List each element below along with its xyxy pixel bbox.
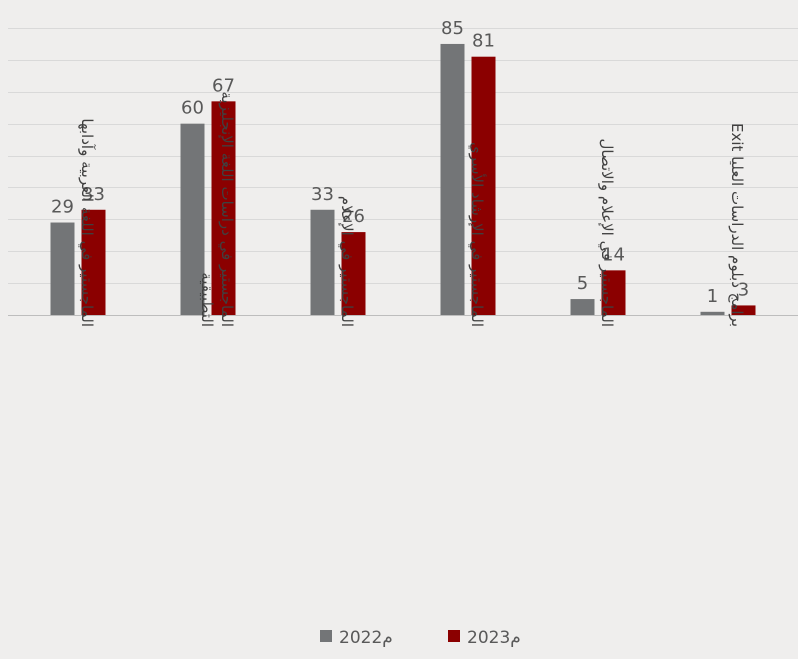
category-label-line: برامج دبلوم الدراسات العليا Exit bbox=[728, 123, 746, 327]
category-label-line: الماجستير في الإرشاد الأسري bbox=[467, 142, 487, 327]
data-label: 85 bbox=[441, 18, 464, 39]
data-label: 5 bbox=[577, 273, 588, 294]
gridlines bbox=[8, 28, 798, 316]
legend-swatch bbox=[448, 630, 460, 642]
legend-swatch bbox=[320, 630, 332, 642]
category-label: الماجستير في الإعلام والاتصال bbox=[597, 139, 616, 327]
category-label-line: الماجستير في دراسات اللغة الإنجليزية bbox=[217, 91, 236, 327]
data-label: 1 bbox=[707, 286, 718, 307]
category-label: الماجستير في الإعلام bbox=[337, 196, 356, 327]
data-label: 67 bbox=[212, 75, 235, 96]
category-label: الماجستير في دراسات اللغة الإنجليزيةالتط… bbox=[198, 91, 236, 327]
bar-series2 bbox=[731, 305, 756, 315]
data-label: 81 bbox=[472, 31, 495, 52]
category-labels: الماجستير في اللغة العربية وآدابها الماجس… bbox=[77, 91, 746, 327]
data-label: 14 bbox=[602, 244, 625, 265]
bar-series1 bbox=[310, 209, 335, 315]
category-label: الماجستير في الإرشاد الأسري bbox=[467, 142, 487, 327]
bar-series1 bbox=[700, 311, 725, 315]
category-label: برامج دبلوم الدراسات العليا Exit bbox=[728, 123, 746, 327]
bar-series1 bbox=[440, 43, 465, 315]
data-label: 29 bbox=[51, 197, 74, 218]
data-label: 60 bbox=[181, 98, 204, 119]
bar-series1 bbox=[180, 123, 205, 316]
data-label: 3 bbox=[738, 279, 749, 300]
category-label-line: الماجستير في الإعلام bbox=[337, 196, 356, 327]
legend-label: 2023م bbox=[467, 628, 521, 648]
bar-series2 bbox=[81, 209, 106, 315]
category-label-line: التطبيقية bbox=[198, 272, 216, 327]
data-label: 26 bbox=[342, 206, 365, 227]
data-label: 33 bbox=[82, 184, 105, 205]
legend-label: 2022م bbox=[339, 628, 393, 648]
category-label-line: الماجستير في اللغة العربية وآدابها bbox=[77, 118, 96, 327]
bars bbox=[50, 43, 756, 316]
bar-series2 bbox=[601, 270, 626, 315]
legend: 2022م 2023م bbox=[320, 628, 521, 648]
bar-series2 bbox=[211, 101, 236, 315]
category-label-line: الماجستير في الإعلام والاتصال bbox=[597, 139, 616, 327]
bar-series1 bbox=[570, 299, 595, 315]
bar-series1 bbox=[50, 222, 75, 315]
category-label: الماجستير في اللغة العربية وآدابها bbox=[77, 118, 96, 327]
bar-series2 bbox=[341, 232, 366, 315]
bar-series2 bbox=[471, 56, 496, 315]
data-label: 33 bbox=[311, 184, 334, 205]
data-labels: 29 33 60 67 33 26 85 81 5 14 1 3 bbox=[51, 18, 749, 307]
